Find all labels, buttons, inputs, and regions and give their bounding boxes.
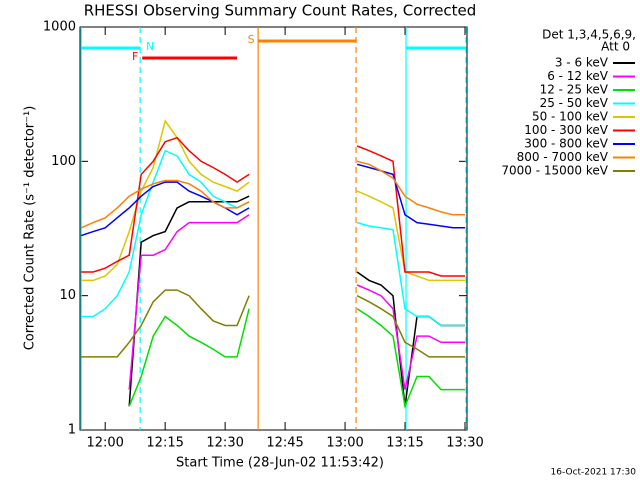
chart-title: RHESSI Observing Summary Count Rates, Co… <box>84 2 477 20</box>
series-line <box>80 160 465 229</box>
y-tick-label: 1000 <box>43 20 76 35</box>
legend-label: 800 - 7000 keV <box>517 150 609 164</box>
x-tick-label: 12:00 <box>86 436 123 451</box>
legend-label: 50 - 100 keV <box>532 110 609 124</box>
x-tick-label: 13:30 <box>446 436 483 451</box>
plot-frame <box>79 26 468 431</box>
legend-label: 6 - 12 keV <box>547 69 609 83</box>
x-tick-label: 13:00 <box>326 436 363 451</box>
flag-label: N <box>146 40 154 53</box>
flag-label: F <box>132 50 138 63</box>
legend-label: 3 - 6 keV <box>555 56 609 70</box>
legend-header: Det 1,3,4,5,6,9, <box>542 28 636 42</box>
series-line <box>128 308 465 410</box>
timestamp: 16-Oct-2021 17:30 <box>551 468 637 478</box>
series-line <box>81 289 465 358</box>
x-axis-label: Start Time (28-Jun-02 11:53:42) <box>176 456 384 471</box>
legend-label: 100 - 300 keV <box>524 123 608 137</box>
y-tick-label: 1 <box>68 423 76 438</box>
x-tick-label: 13:15 <box>386 436 423 451</box>
y-axis-label: Corrected Count Rate (s⁻¹ detector⁻¹) <box>23 106 38 351</box>
series-line <box>128 214 465 390</box>
legend-header: Att 0 <box>601 40 630 54</box>
series-line <box>81 136 465 277</box>
x-tick-label: 12:15 <box>146 436 183 451</box>
x-tick-label: 12:45 <box>266 436 303 451</box>
legend-label: 12 - 25 keV <box>540 83 609 97</box>
x-tick-label: 12:30 <box>206 436 243 451</box>
series-line <box>81 119 465 282</box>
legend-label: 7000 - 15000 keV <box>501 164 608 178</box>
y-tick-label: 10 <box>59 288 76 303</box>
legend-label: 300 - 800 keV <box>524 137 608 151</box>
y-tick-label: 100 <box>51 154 76 169</box>
legend-label: 25 - 50 keV <box>540 96 609 110</box>
series-line <box>81 149 465 327</box>
flag-label: S <box>248 33 255 46</box>
